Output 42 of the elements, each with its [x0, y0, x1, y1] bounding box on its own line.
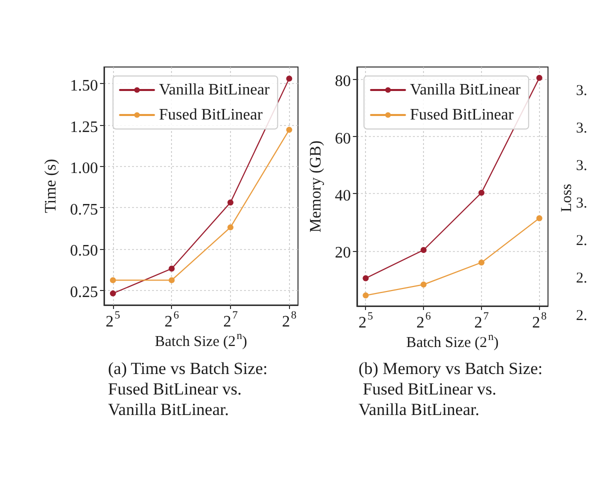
- y-tick-label: 0.75: [70, 201, 98, 218]
- y-tick-label: 0.50: [70, 242, 98, 260]
- y-axis-title: Memory (GB): [308, 140, 324, 232]
- legend-label: Vanilla BitLinear: [410, 82, 522, 98]
- point: [286, 76, 292, 82]
- y-tick-label: 20: [334, 244, 351, 262]
- y-tick-label: 1.00: [70, 160, 98, 178]
- text: 3.: [576, 83, 588, 99]
- point: [227, 224, 234, 230]
- legend-label: Fused BitLinear: [159, 106, 264, 124]
- text: Loss: [559, 184, 575, 212]
- text: 2.: [576, 308, 588, 324]
- y-tick-label: 40: [334, 188, 351, 205]
- text: 3.: [576, 158, 588, 174]
- text: (a) Time vs Batch Size: Fused BitLinear vs. Vanilla BitLinear.: [108, 358, 272, 419]
- point: [110, 290, 116, 296]
- point: [420, 246, 427, 253]
- legend-label: Vanilla BitLinear: [159, 82, 270, 98]
- point: [420, 282, 427, 288]
- text: 3.: [576, 120, 588, 136]
- legend-label: Fused BitLinear: [410, 106, 514, 124]
- text: 2.: [576, 270, 588, 286]
- y-axis-title: Time (s): [42, 158, 60, 214]
- y-tick-label: 80: [334, 73, 351, 90]
- text: 2.: [576, 233, 588, 249]
- point: [478, 190, 484, 196]
- y-tick-label: 1.25: [70, 118, 98, 136]
- point: [536, 215, 542, 222]
- point: [168, 277, 175, 284]
- point: [110, 277, 116, 284]
- point: [168, 266, 175, 272]
- point: [227, 200, 234, 206]
- point: [362, 292, 369, 298]
- point: [362, 275, 369, 282]
- point: [478, 260, 484, 266]
- point: [286, 126, 292, 133]
- y-tick-label: 1.50: [70, 77, 98, 94]
- text: 3.: [576, 196, 588, 212]
- point: [536, 74, 542, 81]
- y-tick-label: 60: [334, 130, 351, 148]
- y-tick-label: 0.25: [70, 284, 98, 302]
- text: (b) Memory vs Batch Size: Fused BitLinear vs. Vanilla BitLinear.: [358, 358, 543, 419]
